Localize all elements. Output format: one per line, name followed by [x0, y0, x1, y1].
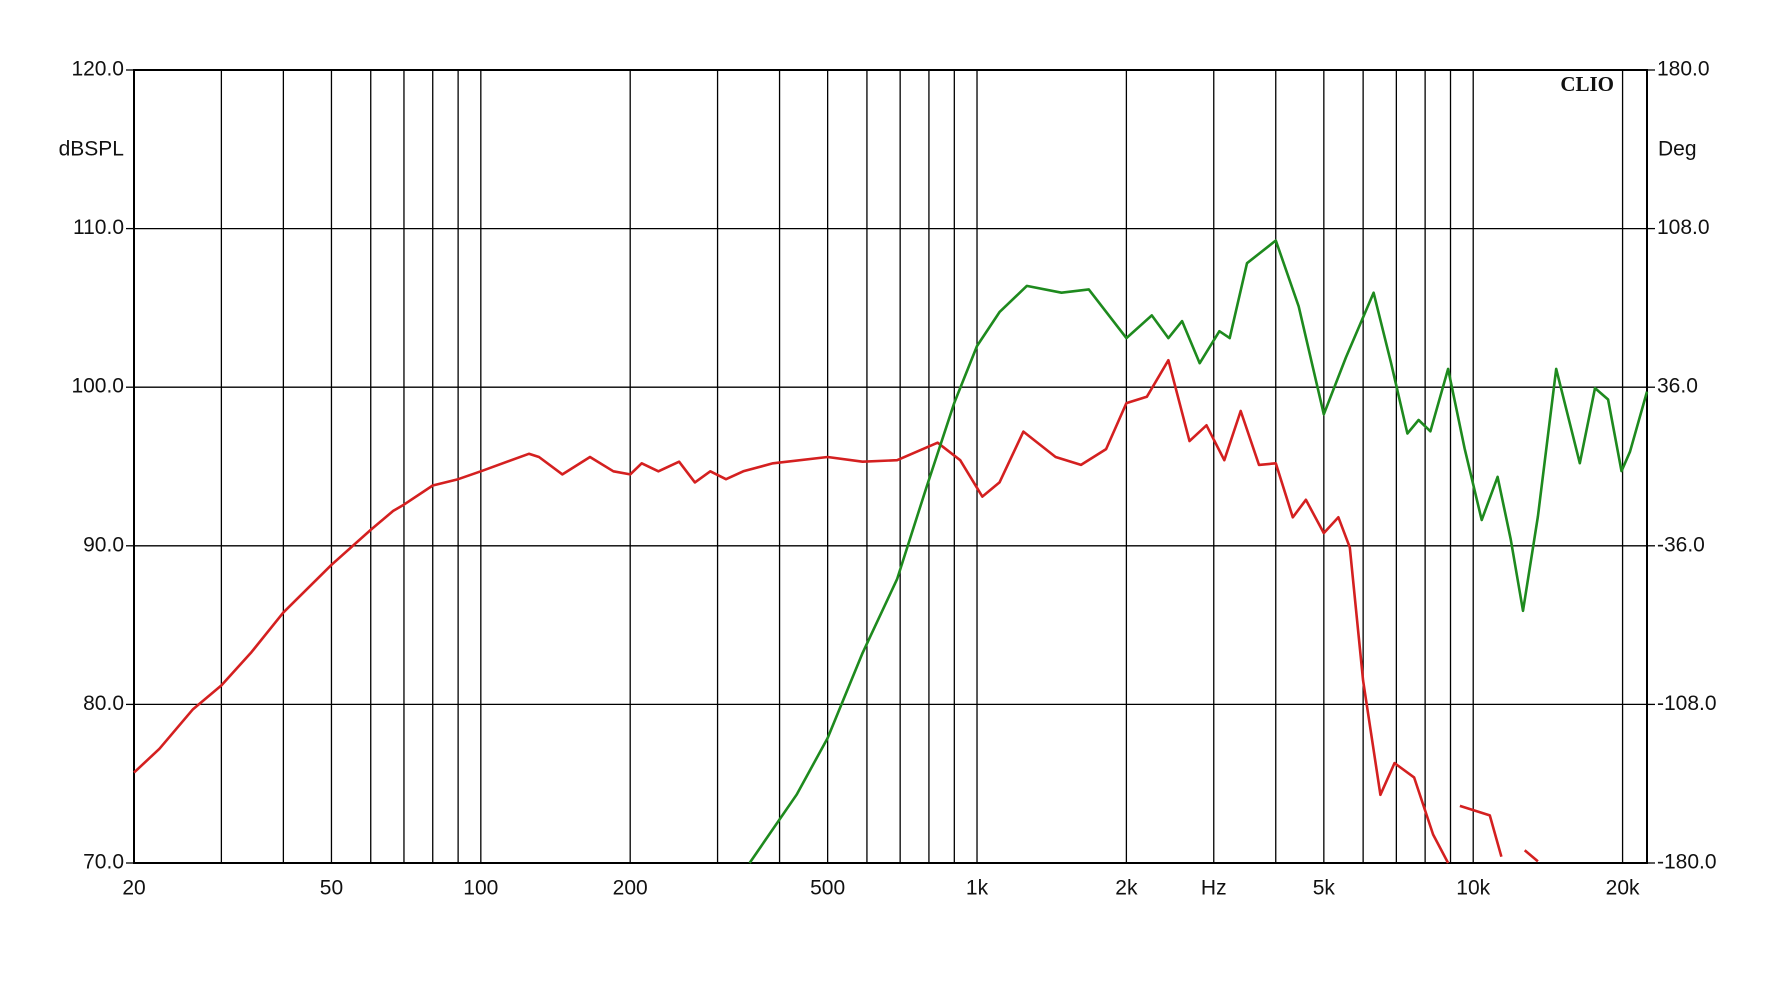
y-tick-label: 70.0 — [83, 851, 124, 874]
x-tick-label: 10k — [1456, 877, 1490, 900]
x-tick-label: 1k — [966, 877, 989, 900]
y2-tick-label: -108.0 — [1657, 692, 1717, 715]
y-tick-label: 120.0 — [71, 58, 124, 81]
data-line — [133, 358, 1539, 864]
x-tick-label: 20 — [122, 877, 145, 900]
y2-tick-label: 180.0 — [1657, 58, 1710, 81]
x-tick-label: 500 — [810, 877, 845, 900]
x-tick-label: 50 — [320, 877, 343, 900]
x-tick-label: 20k — [1606, 877, 1640, 900]
y-tick-label: 80.0 — [83, 692, 124, 715]
data-line — [748, 239, 1649, 864]
y2-tick-label: 108.0 — [1657, 216, 1710, 239]
watermark: CLIO — [1560, 72, 1614, 96]
y-tick-label: 90.0 — [83, 533, 124, 556]
x-tick-label: 2k — [1115, 877, 1138, 900]
y2-axis-label: Deg — [1658, 138, 1697, 161]
plot-frame — [133, 69, 1648, 864]
y-axis-label: dBSPL — [59, 138, 124, 161]
y-tick-label: 100.0 — [71, 375, 124, 398]
y-tick-label: 110.0 — [73, 216, 124, 239]
x-tick-label: 5k — [1313, 877, 1336, 900]
x-tick-label: 100 — [463, 877, 498, 900]
x-tick-label: 200 — [613, 877, 648, 900]
x-tick-label: Hz — [1201, 877, 1227, 900]
y2-tick-label: -180.0 — [1657, 851, 1717, 874]
y2-tick-label: 36.0 — [1657, 375, 1698, 398]
y2-tick-label: -36.0 — [1657, 533, 1705, 556]
